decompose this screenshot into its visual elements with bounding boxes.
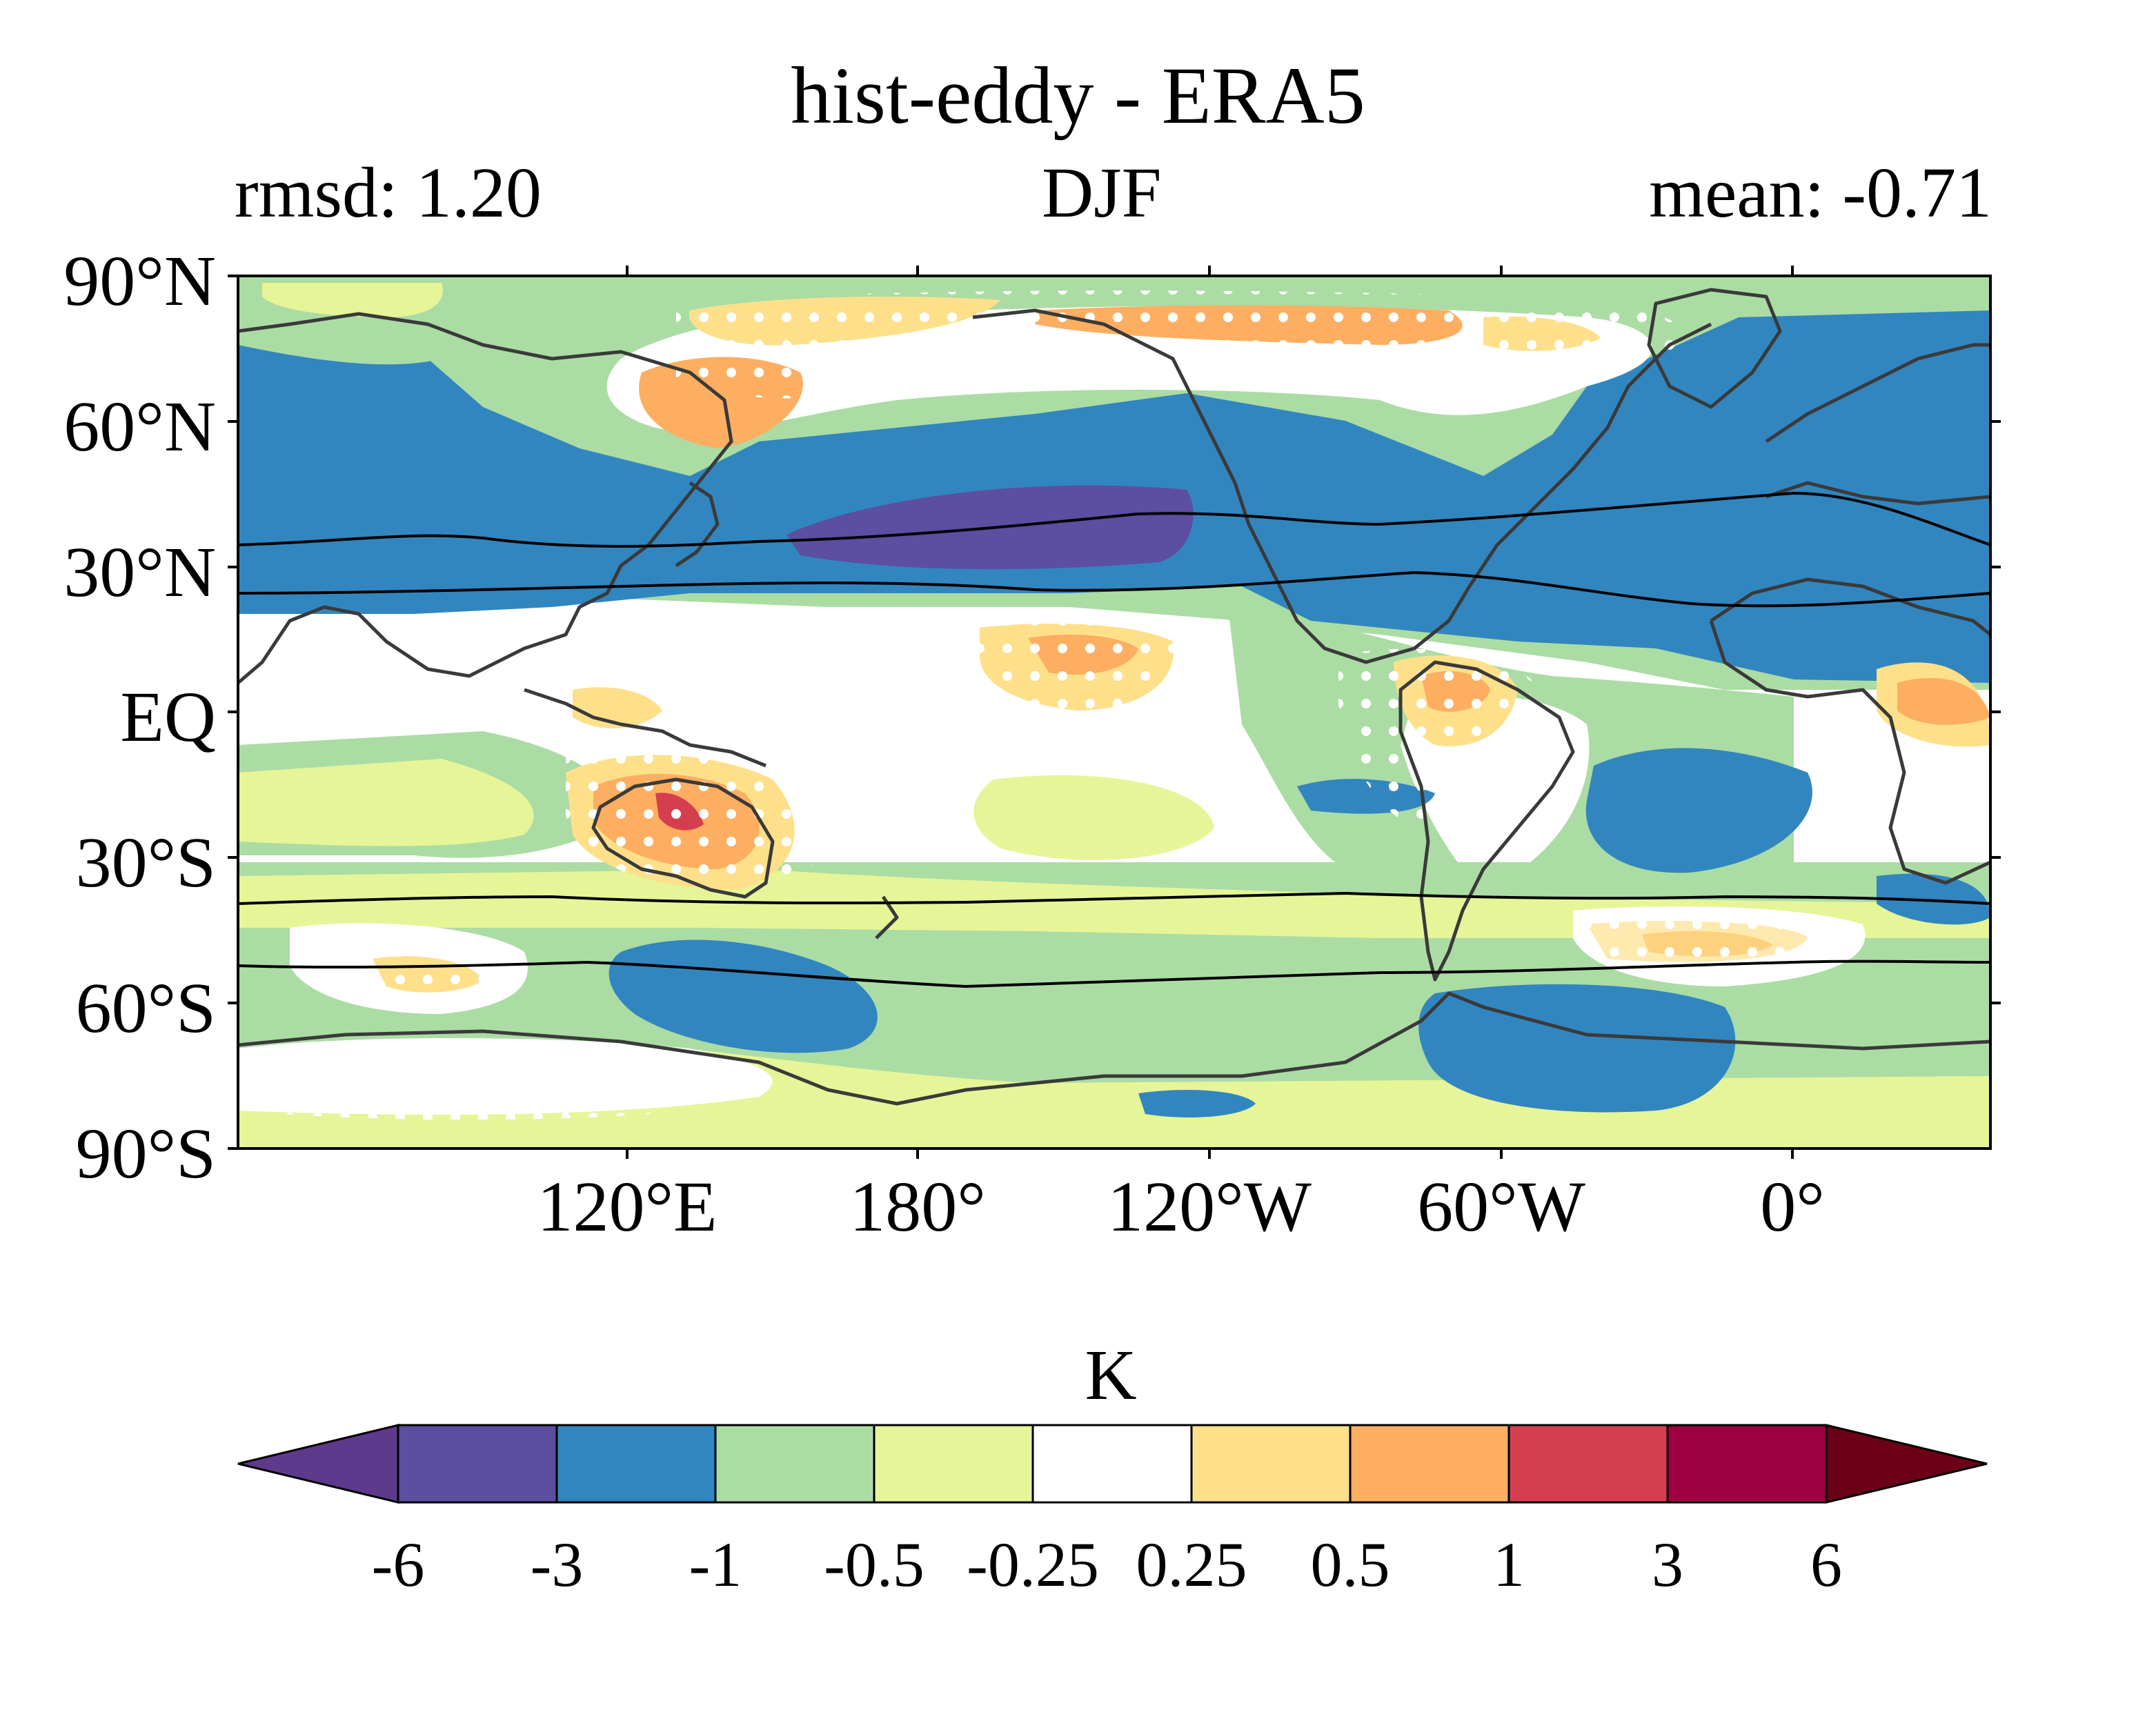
stipple-antarctic <box>238 1052 742 1120</box>
colorbar-bin <box>397 1424 558 1504</box>
stipple-tropics <box>566 742 842 891</box>
axis-ticks <box>228 266 2001 1159</box>
lon-label-180: 180° <box>849 1167 986 1246</box>
lat-label-90n: 90°N <box>63 241 216 321</box>
colorbar-bin <box>714 1424 876 1504</box>
colorbar-tick-label: -0.25 <box>967 1529 1099 1600</box>
stipple-pacific <box>980 615 1181 714</box>
colorbar-tick-label: 3 <box>1652 1529 1683 1600</box>
stipple-atlantic-south <box>1580 914 1828 968</box>
colorbar <box>237 1424 1988 1504</box>
season-label: DJF <box>1042 153 1162 232</box>
sh-central-yellow <box>973 775 1214 860</box>
lon-label-120w: 120°W <box>1107 1167 1312 1246</box>
colorbar-bin <box>1190 1424 1352 1504</box>
coastlines <box>238 288 1990 1106</box>
jet-contours <box>238 491 1990 988</box>
lat-label-30n: 30°N <box>63 533 216 612</box>
so-blue-atlantic <box>1418 984 1736 1113</box>
lat-label-eq: EQ <box>120 677 216 757</box>
stipple-sh-west <box>295 938 524 1002</box>
colorbar-bin <box>555 1424 717 1504</box>
chart-title: hist-eddy - ERA5 <box>791 50 1365 141</box>
colorbar-bin <box>1507 1424 1669 1504</box>
lat-label-90s: 90°S <box>75 1114 216 1193</box>
anomaly-field <box>238 276 1990 1149</box>
warm-africa-orange <box>1897 677 1990 725</box>
so-blue-small <box>1138 1090 1256 1117</box>
sh-west-yellow <box>238 759 534 846</box>
colorbar-tick-label: 6 <box>1810 1529 1842 1600</box>
colorbar-tick-label: -1 <box>689 1529 742 1600</box>
colorbar-extend-low <box>237 1424 399 1504</box>
colorbar-tick-label: -6 <box>371 1529 425 1600</box>
nh-west-yellow <box>262 283 443 317</box>
colorbar-tick-label: 0.25 <box>1136 1529 1247 1600</box>
rmsd-label: rmsd: 1.20 <box>235 153 542 232</box>
stipple-sa <box>1338 648 1539 842</box>
so-blue-east <box>1877 873 1990 925</box>
sa-blue-south-atlantic <box>1585 748 1812 873</box>
lon-label-60w: 60°W <box>1417 1167 1585 1246</box>
lat-label-30s: 30°S <box>75 823 216 902</box>
colorbar-tick-label: 0.5 <box>1310 1529 1390 1600</box>
colorbar-tick-label: 1 <box>1493 1529 1525 1600</box>
lon-label-0: 0° <box>1760 1167 1825 1246</box>
midlat-band-yellow <box>238 869 1990 938</box>
lon-label-120e: 120°E <box>537 1167 718 1246</box>
colorbar-units-label: K <box>1085 1335 1137 1415</box>
colorbar-bin <box>873 1424 1034 1504</box>
colorbar-bin <box>1666 1424 1828 1504</box>
colorbar-extend-high <box>1825 1424 1988 1504</box>
colorbar-bin <box>1031 1424 1193 1504</box>
colorbar-tick-label: -0.5 <box>824 1529 924 1600</box>
stipple-arctic <box>676 290 1683 399</box>
lat-label-60n: 60°N <box>63 387 216 466</box>
colorbar-bin <box>1349 1424 1510 1504</box>
lat-label-60s: 60°S <box>75 968 216 1048</box>
mean-label: mean: -0.71 <box>1649 153 1992 232</box>
colorbar-tick-label: -3 <box>530 1529 584 1600</box>
